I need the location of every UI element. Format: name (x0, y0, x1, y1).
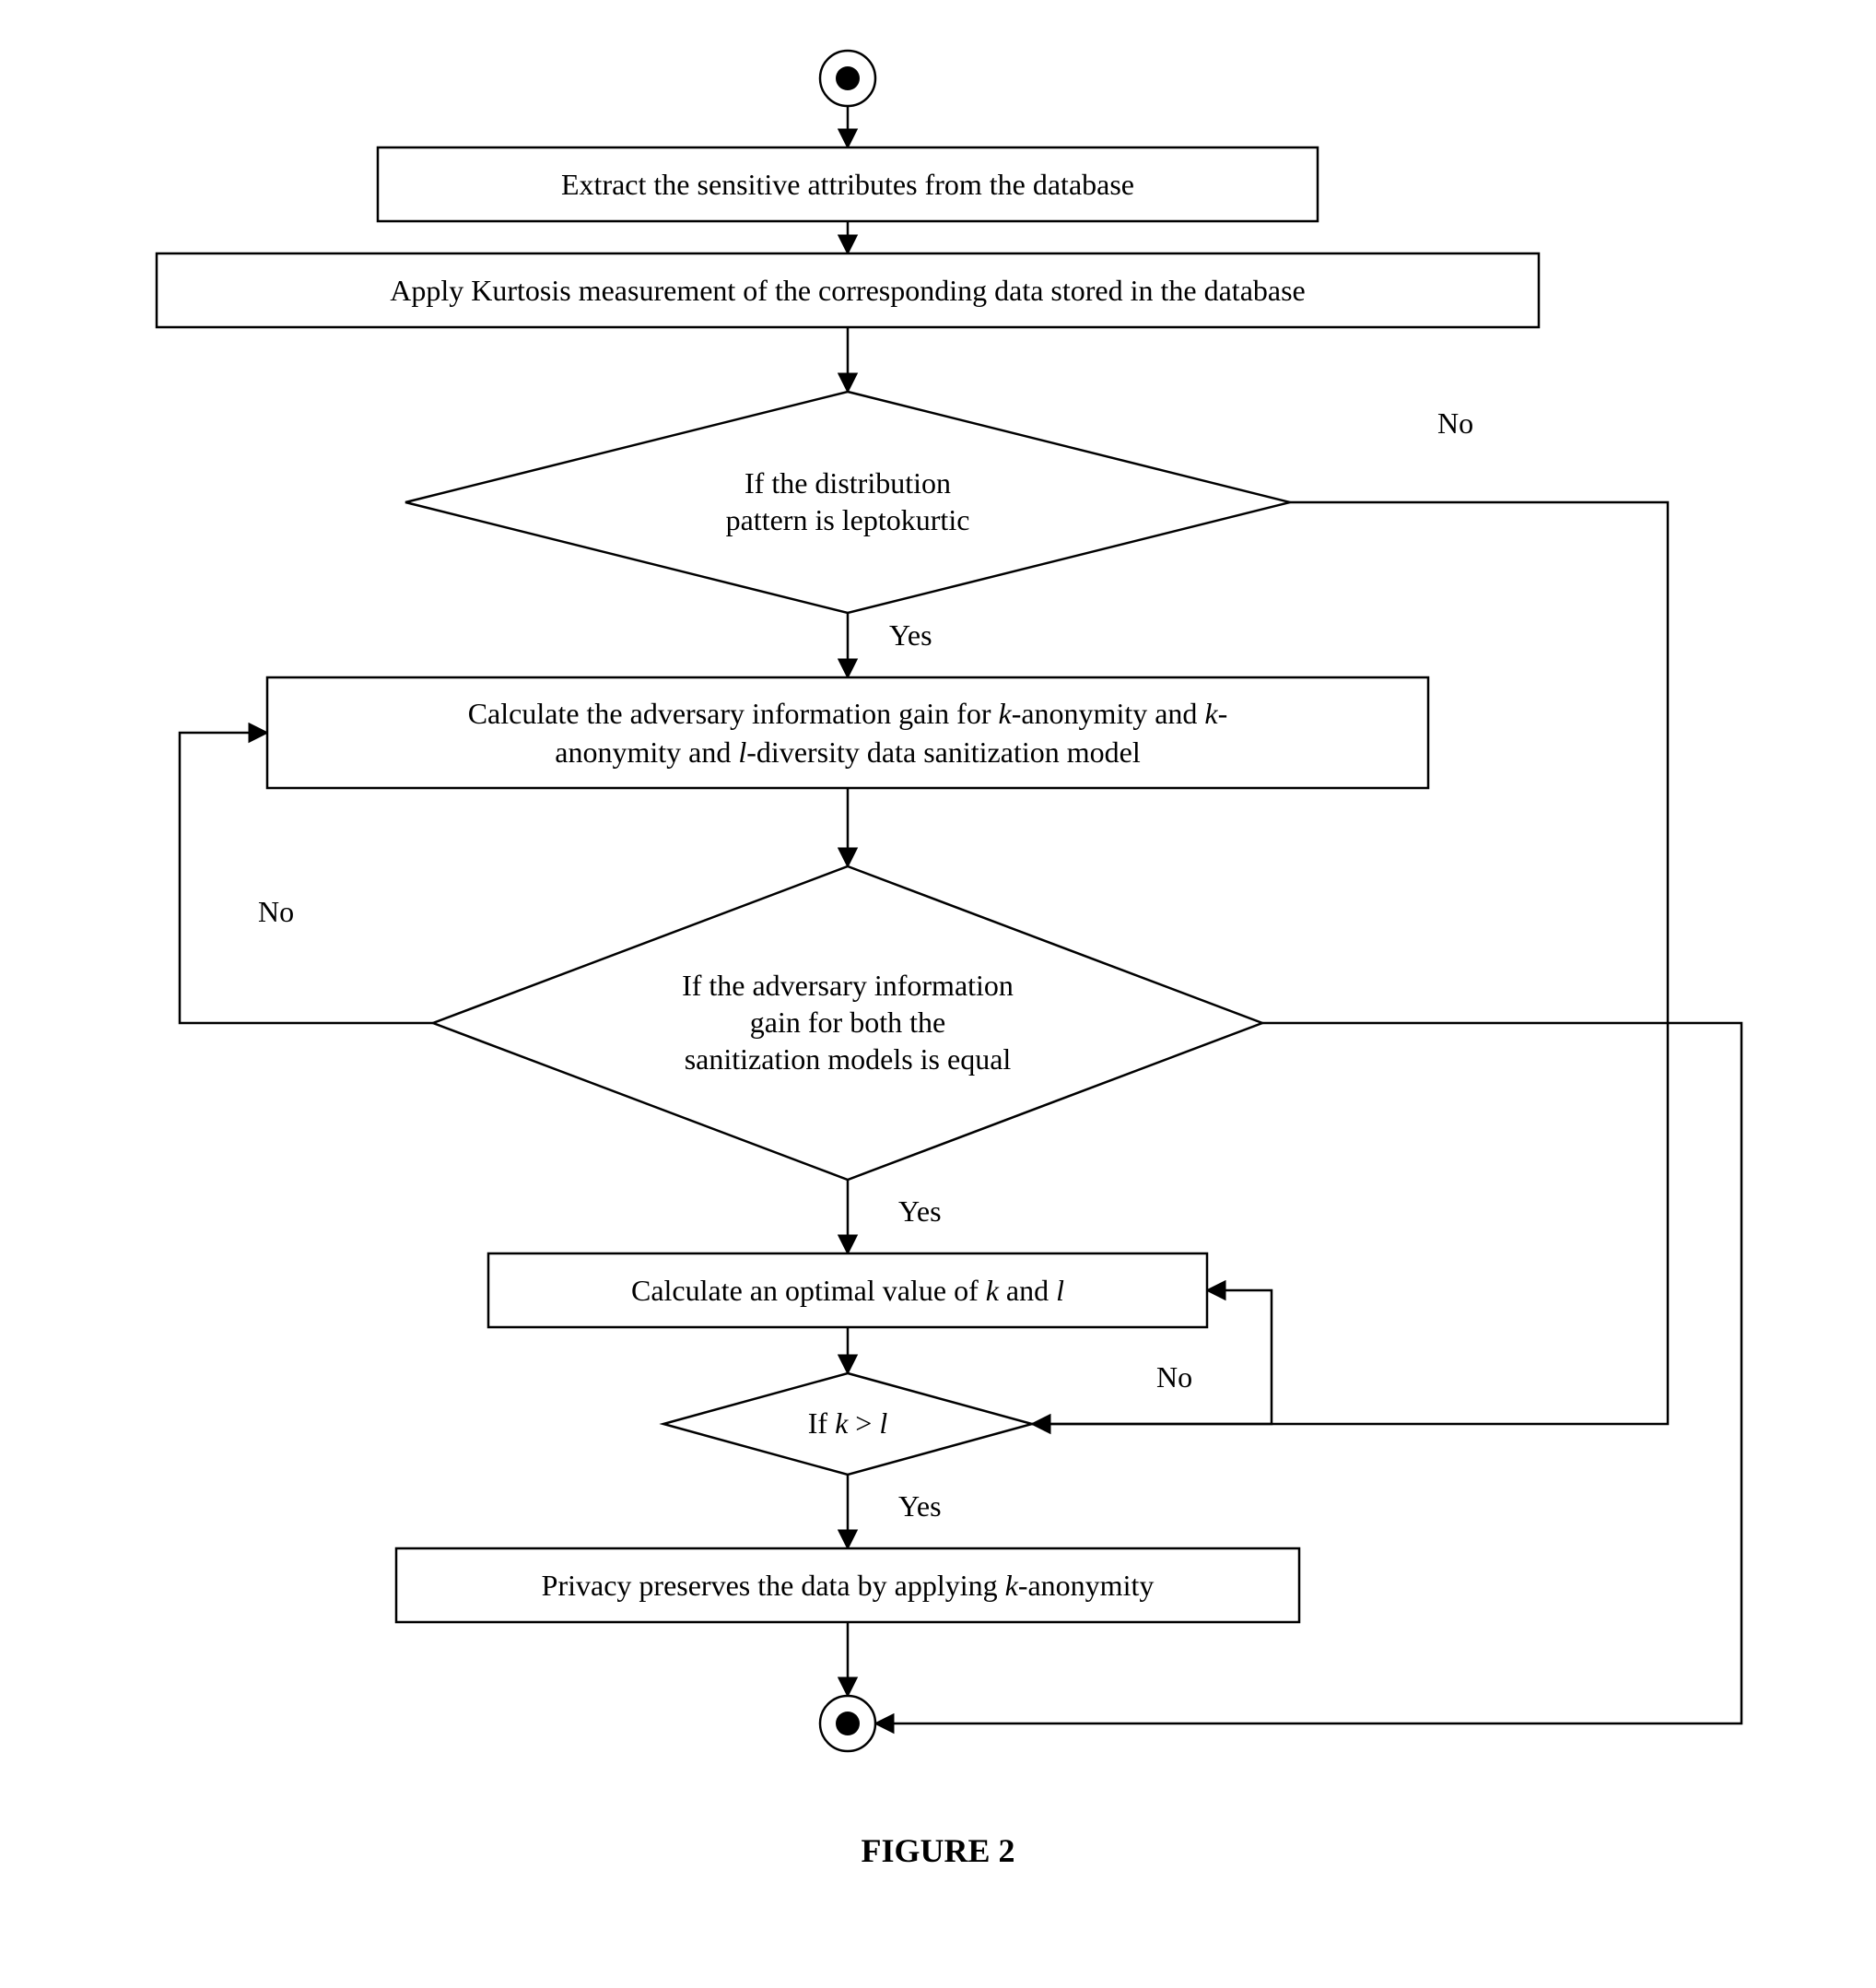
edge-label: No (258, 895, 294, 928)
edge-label: No (1156, 1360, 1192, 1394)
node-text: If the adversary information (682, 969, 1014, 1002)
node-text: gain for both the (750, 1006, 945, 1039)
node-text: Calculate an optimal value of k and l (631, 1274, 1064, 1307)
node-text: sanitization models is equal (685, 1042, 1012, 1076)
edge-label: Yes (898, 1489, 942, 1523)
node-text: pattern is leptokurtic (726, 503, 970, 536)
edge-label: Yes (898, 1194, 942, 1228)
node-text: Apply Kurtosis measurement of the corres… (390, 274, 1306, 307)
node-step1: Extract the sensitive attributes from th… (378, 147, 1318, 221)
node-dec2: If the adversary information gain for bot… (433, 866, 1262, 1180)
node-text: Privacy preserves the data by applying k… (542, 1569, 1155, 1602)
node-text: If the distribution (745, 466, 951, 500)
node-step2: Apply Kurtosis measurement of the corres… (157, 253, 1539, 327)
figure-caption: FIGURE 2 (861, 1832, 1014, 1869)
node-step3: Calculate the adversary information gain… (267, 677, 1428, 788)
node-text: Extract the sensitive attributes from th… (561, 168, 1134, 201)
node-dec1: If the distributionpattern is leptokurti… (405, 392, 1290, 613)
flowchart-figure-2: Yes No Yes No Yes No Extract the sensitive at… (0, 0, 1876, 1988)
edge-label: No (1437, 406, 1473, 440)
edge-label: Yes (889, 618, 932, 652)
node-step4: Calculate an optimal value of k and l (488, 1253, 1207, 1327)
node-end (820, 1696, 875, 1751)
node-step5: Privacy preserves the data by applying k… (396, 1548, 1299, 1622)
node-dec3: If k > l (663, 1373, 1032, 1475)
node-text: If k > l (808, 1406, 888, 1440)
node-start (820, 51, 875, 106)
node-text: Calculate the adversary information gain… (468, 697, 1228, 730)
node-text: anonymity and l-diversity data sanitizat… (555, 735, 1141, 769)
